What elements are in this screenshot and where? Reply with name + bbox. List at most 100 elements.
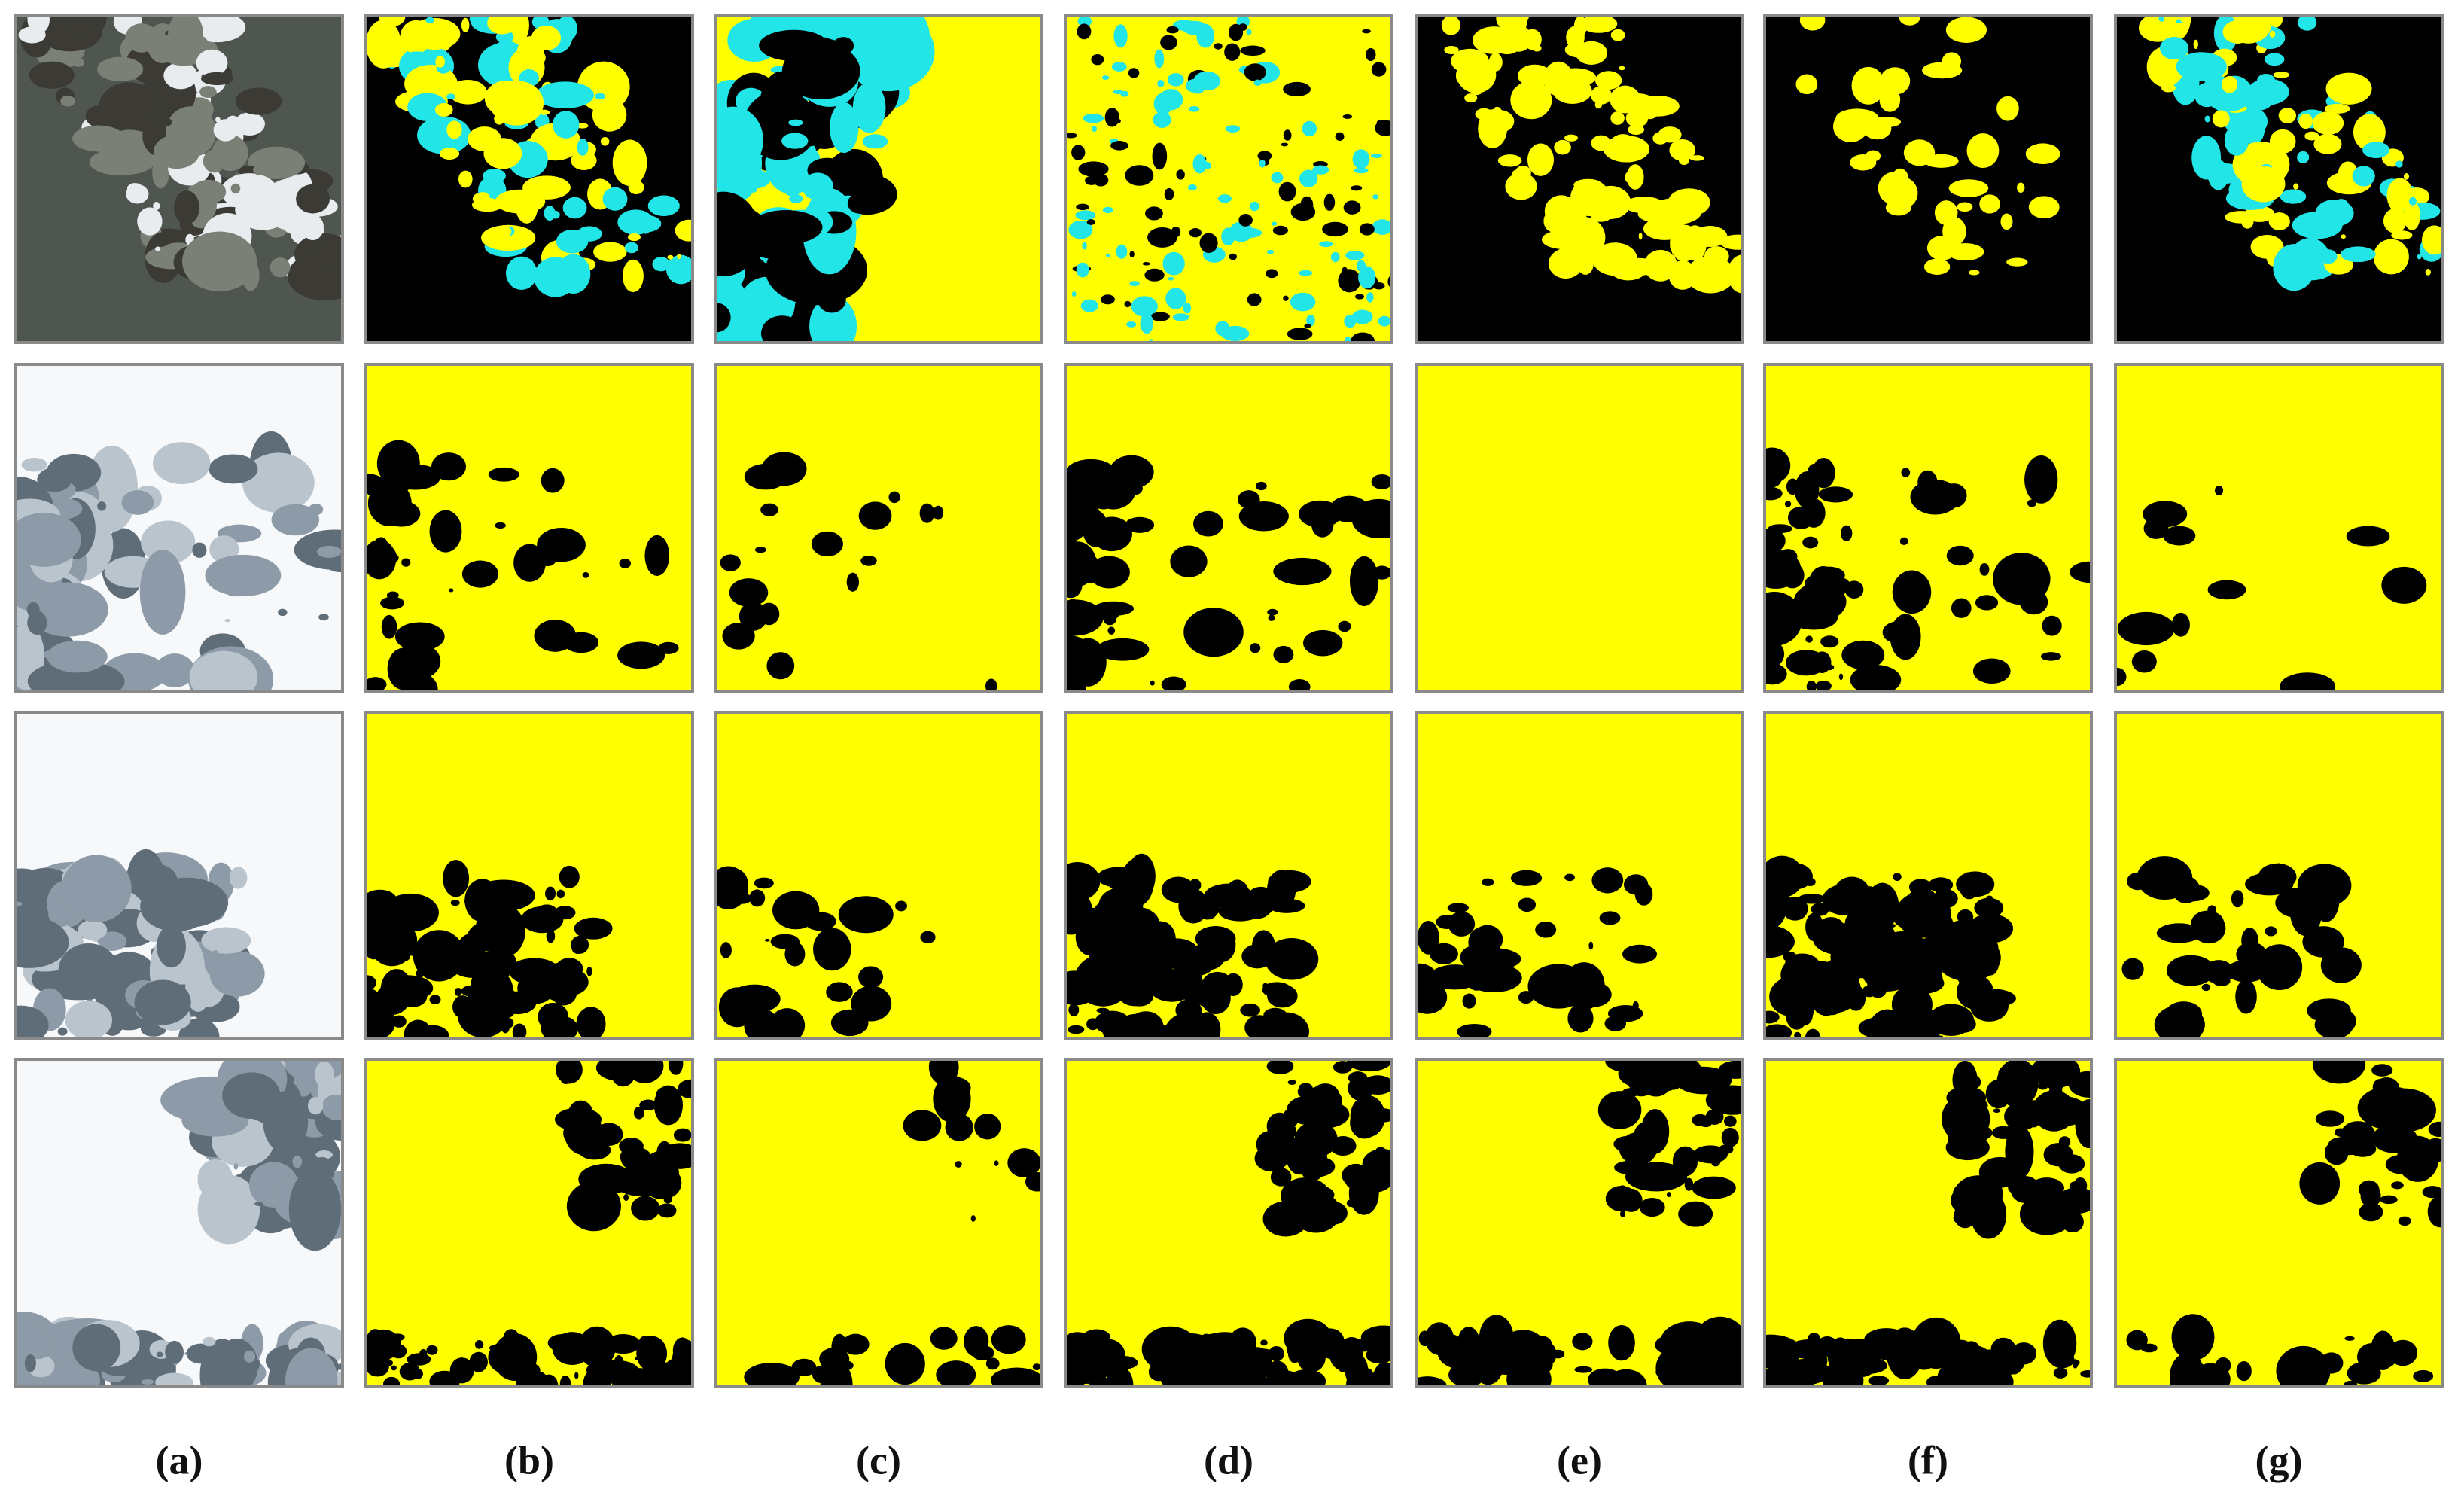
panel-blob bbox=[499, 226, 512, 237]
panel-blob bbox=[1573, 178, 1603, 191]
panel-blob bbox=[1065, 861, 1101, 901]
panel-blob bbox=[1125, 165, 1154, 186]
panel-blob bbox=[1765, 611, 1782, 638]
panel-blob bbox=[1270, 1168, 1292, 1187]
panel-blob bbox=[1351, 185, 1363, 191]
panel-blob bbox=[2312, 1059, 2366, 1084]
panel-image bbox=[715, 16, 1042, 343]
panel-blob bbox=[468, 956, 482, 964]
panel-blob bbox=[1790, 973, 1826, 1009]
panel-blob bbox=[2325, 72, 2372, 105]
panel-blob bbox=[2383, 208, 2407, 233]
panel-blob bbox=[895, 900, 907, 912]
panel-blob bbox=[2003, 1124, 2024, 1143]
panel-blob bbox=[200, 72, 233, 86]
panel-blob bbox=[2391, 1181, 2404, 1190]
panel-blob bbox=[673, 1128, 692, 1142]
panel-blob bbox=[2428, 1121, 2442, 1138]
panel-blob bbox=[1794, 1031, 1802, 1039]
panel-blob bbox=[1588, 941, 1594, 950]
panel-blob bbox=[366, 20, 401, 69]
panel-blob bbox=[1366, 292, 1374, 303]
panel-blob bbox=[1323, 1351, 1344, 1360]
panel-blob bbox=[633, 1106, 644, 1120]
panel-blob bbox=[1288, 678, 1311, 691]
panel-blob bbox=[1808, 1333, 1821, 1345]
panel-blob bbox=[1515, 165, 1531, 181]
panel-blob bbox=[1323, 193, 1336, 211]
panel-blob bbox=[1092, 174, 1109, 187]
panel-blob bbox=[435, 56, 445, 68]
panel-blob bbox=[2315, 1110, 2345, 1127]
panel-blob bbox=[991, 1367, 1042, 1386]
panel-blob bbox=[1120, 90, 1129, 97]
panel-blob bbox=[2398, 1216, 2411, 1226]
panel-blob bbox=[401, 673, 438, 691]
panel-blob bbox=[205, 554, 282, 597]
panel-blob bbox=[888, 491, 900, 504]
panel-blob bbox=[487, 16, 517, 35]
panel-blob bbox=[1923, 258, 1951, 275]
panel-blob bbox=[153, 442, 211, 485]
panel-blob bbox=[431, 452, 466, 481]
panel-blob bbox=[1283, 1107, 1299, 1128]
panel-blob bbox=[366, 1329, 401, 1360]
panel-blob bbox=[1574, 1366, 1593, 1373]
panel-blob bbox=[718, 324, 754, 343]
panel-blob bbox=[734, 893, 752, 904]
panel-blob bbox=[556, 889, 565, 899]
panel-blob bbox=[1892, 570, 1932, 614]
panel-image bbox=[366, 712, 693, 1039]
panel-blob bbox=[1150, 680, 1155, 686]
panel-blob bbox=[1436, 1336, 1470, 1351]
column-label: (f) bbox=[1908, 1437, 1948, 1482]
panel-border bbox=[714, 363, 1043, 693]
panel-blob bbox=[2222, 20, 2251, 44]
panel-blob bbox=[1273, 557, 1332, 586]
panel-blob bbox=[1966, 133, 2000, 169]
panel-blob bbox=[1338, 269, 1361, 293]
panel-blob bbox=[2028, 196, 2060, 219]
panel-blob bbox=[1196, 23, 1214, 48]
panel-blob bbox=[1875, 124, 1882, 129]
panel-blob bbox=[753, 1022, 759, 1028]
panel-blob bbox=[2324, 103, 2350, 114]
panel-blob bbox=[623, 1194, 629, 1202]
panel-blob bbox=[1807, 594, 1832, 614]
panel-blob bbox=[1150, 930, 1170, 944]
panel-blob bbox=[1345, 250, 1365, 260]
panel-blob bbox=[2068, 1071, 2091, 1098]
panel-blob bbox=[2257, 74, 2275, 87]
panel-blob bbox=[495, 522, 506, 529]
panel-blob bbox=[758, 602, 780, 626]
panel-blob bbox=[2346, 526, 2390, 547]
panel-blob bbox=[489, 81, 544, 126]
panel-blob bbox=[1802, 536, 1819, 549]
panel-blob bbox=[1267, 608, 1278, 616]
panel-blob bbox=[985, 678, 997, 691]
panel-blob bbox=[1208, 927, 1236, 962]
panel-blob bbox=[538, 109, 550, 115]
panel-border bbox=[714, 14, 1043, 344]
panel-blob bbox=[2373, 239, 2409, 275]
panel-blob bbox=[1083, 114, 1104, 123]
panel-blob bbox=[2352, 166, 2375, 187]
panel-blob bbox=[315, 1061, 334, 1088]
panel-blob bbox=[1882, 621, 1913, 644]
panel-blob bbox=[1768, 524, 1792, 534]
panel-blob bbox=[760, 71, 804, 138]
panel-blob bbox=[2163, 526, 2196, 546]
panel-blob bbox=[1250, 643, 1261, 653]
panel-blob bbox=[121, 490, 154, 515]
panel-blob bbox=[58, 943, 119, 999]
panel-blob bbox=[1623, 874, 1649, 895]
panel-blob bbox=[1077, 23, 1092, 40]
panel-blob bbox=[1086, 219, 1095, 225]
panel-border bbox=[1415, 363, 1744, 693]
panel-blob bbox=[434, 102, 453, 117]
panel-blob bbox=[1672, 1146, 1698, 1177]
panel-blob bbox=[47, 640, 108, 673]
panel-blob bbox=[2080, 1370, 2091, 1378]
panel-blob bbox=[1244, 63, 1266, 81]
panel-blob bbox=[1993, 553, 2051, 605]
